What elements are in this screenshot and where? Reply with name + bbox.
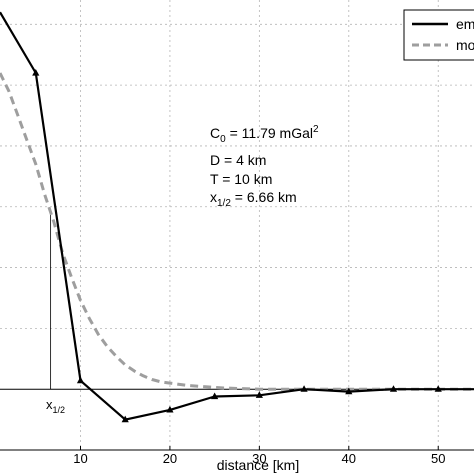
series-line-em: [0, 11, 474, 421]
point-em-5: [211, 392, 219, 400]
point-em-7: [300, 385, 308, 392]
annotation-x-half: x1/2 = 6.66 km: [210, 189, 297, 209]
series-line-mo: [0, 72, 474, 391]
point-em-6: [255, 391, 263, 398]
point-em-4: [166, 405, 174, 413]
annotation-x-half-base: x: [210, 189, 217, 205]
point-em-2: [76, 376, 85, 384]
annotation-c0-sup: 2: [313, 124, 319, 135]
half-distance-label: x1/2: [46, 397, 65, 415]
x-tick-label-4: 50: [431, 451, 445, 466]
legend-label-mo: mo: [456, 37, 474, 53]
point-em-10: [434, 385, 442, 392]
half-distance-label-base: x: [46, 397, 53, 412]
parameter-annotation: C0 = 11.79 mGal2 D = 4 km T = 10 km x1/2…: [210, 124, 319, 209]
annotation-c0: C0 = 11.79 mGal2: [210, 124, 319, 145]
x-ticks: 10 20 30 40 50: [73, 446, 445, 466]
legend: em mo: [403, 9, 474, 61]
annotation-d: D = 4 km: [210, 152, 266, 168]
point-em-9: [389, 385, 398, 392]
point-em-1: [32, 68, 40, 76]
annotation-t: T = 10 km: [210, 171, 272, 187]
x-tick-label-2: 30: [252, 451, 266, 466]
point-em-3: [121, 415, 129, 423]
series-layer: [0, 11, 474, 423]
annotation-c0-sub: 0: [220, 134, 226, 145]
annotation-x-half-text: = 6.66 km: [231, 189, 297, 205]
legend-label-em: em: [456, 16, 474, 32]
point-em-8: [345, 387, 353, 395]
annotation-x-half-sub: 1/2: [217, 198, 231, 209]
half-distance-label-sub: 1/2: [53, 405, 66, 415]
annotation-c0-base: C: [210, 125, 220, 141]
x-tick-label-0: 10: [73, 451, 87, 466]
x-axis-label: distance [km]: [217, 457, 299, 473]
legend-box: [403, 9, 474, 61]
x-tick-label-3: 40: [342, 451, 356, 466]
annotation-c0-text: = 11.79 mGal: [226, 125, 313, 141]
x-tick-label-1: 20: [163, 451, 177, 466]
